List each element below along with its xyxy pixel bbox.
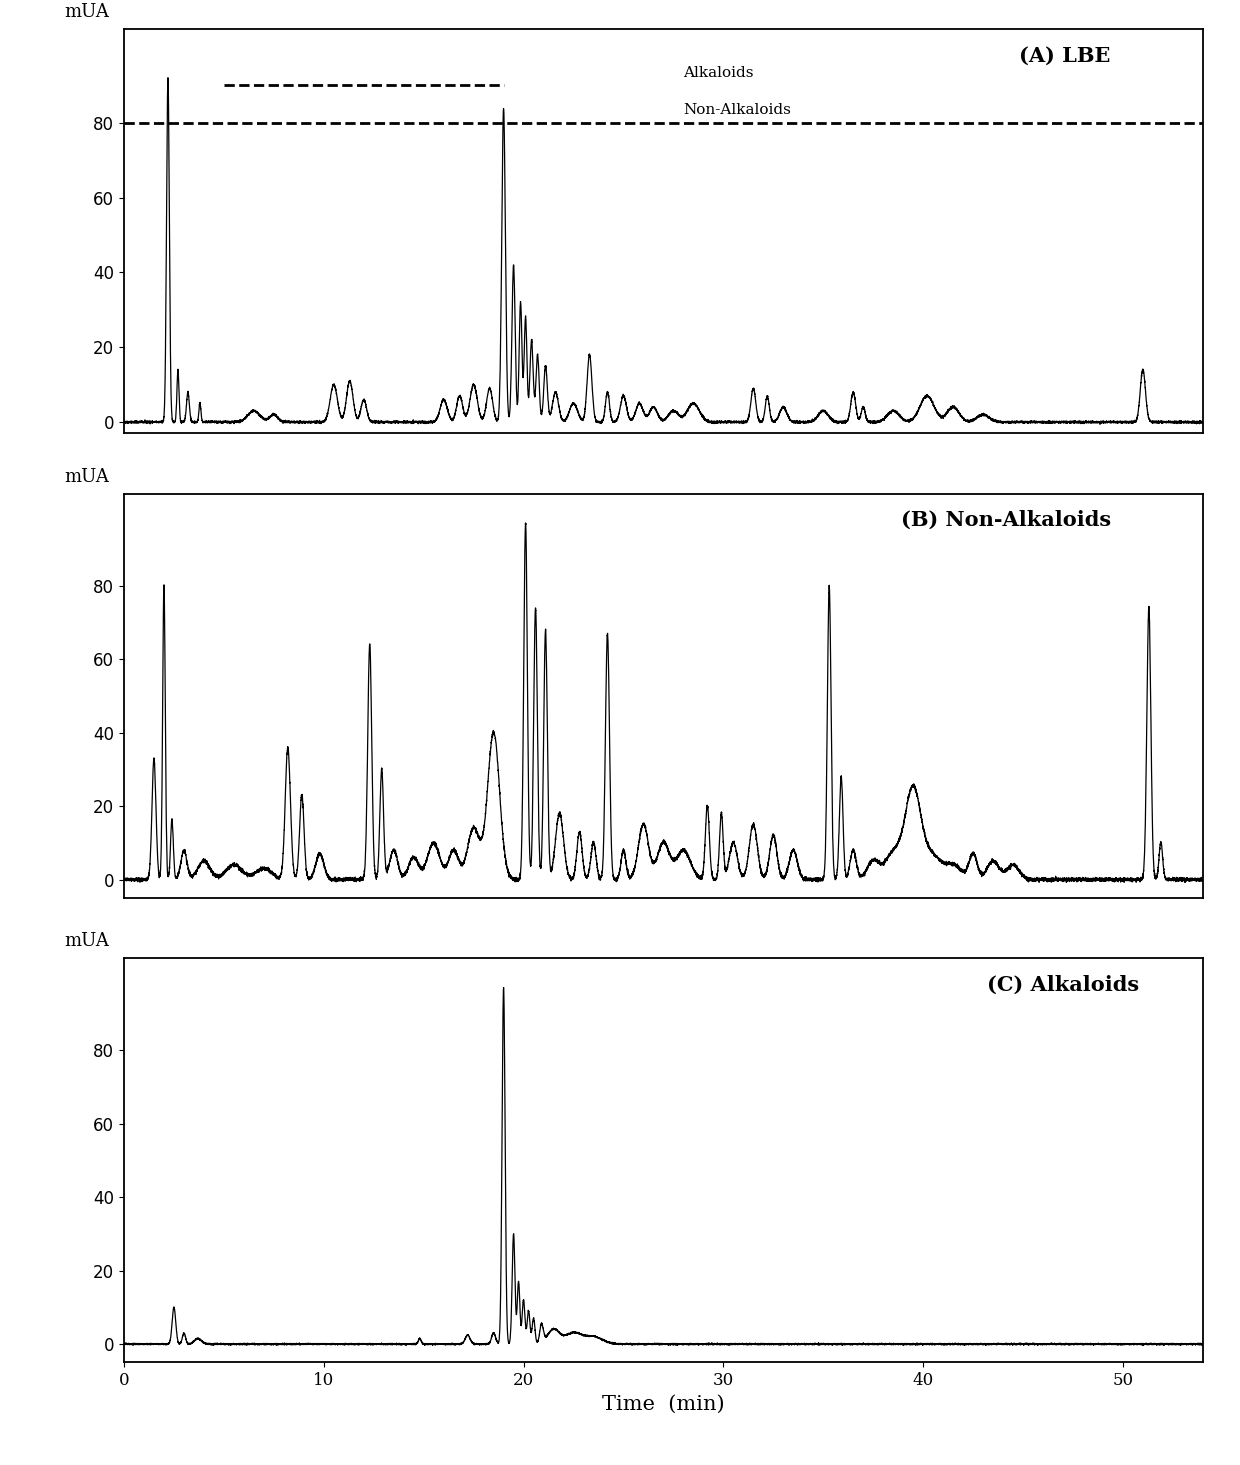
- Text: (A) LBE: (A) LBE: [1019, 45, 1111, 66]
- Text: mUA: mUA: [64, 467, 109, 486]
- Text: (C) Alkaloids: (C) Alkaloids: [987, 974, 1140, 995]
- Text: Alkaloids: Alkaloids: [683, 66, 754, 79]
- Text: (B) Non-Alkaloids: (B) Non-Alkaloids: [900, 510, 1111, 530]
- Text: mUA: mUA: [64, 932, 109, 951]
- Text: mUA: mUA: [64, 3, 109, 21]
- X-axis label: Time  (min): Time (min): [603, 1395, 724, 1414]
- Text: Non-Alkaloids: Non-Alkaloids: [683, 103, 791, 117]
